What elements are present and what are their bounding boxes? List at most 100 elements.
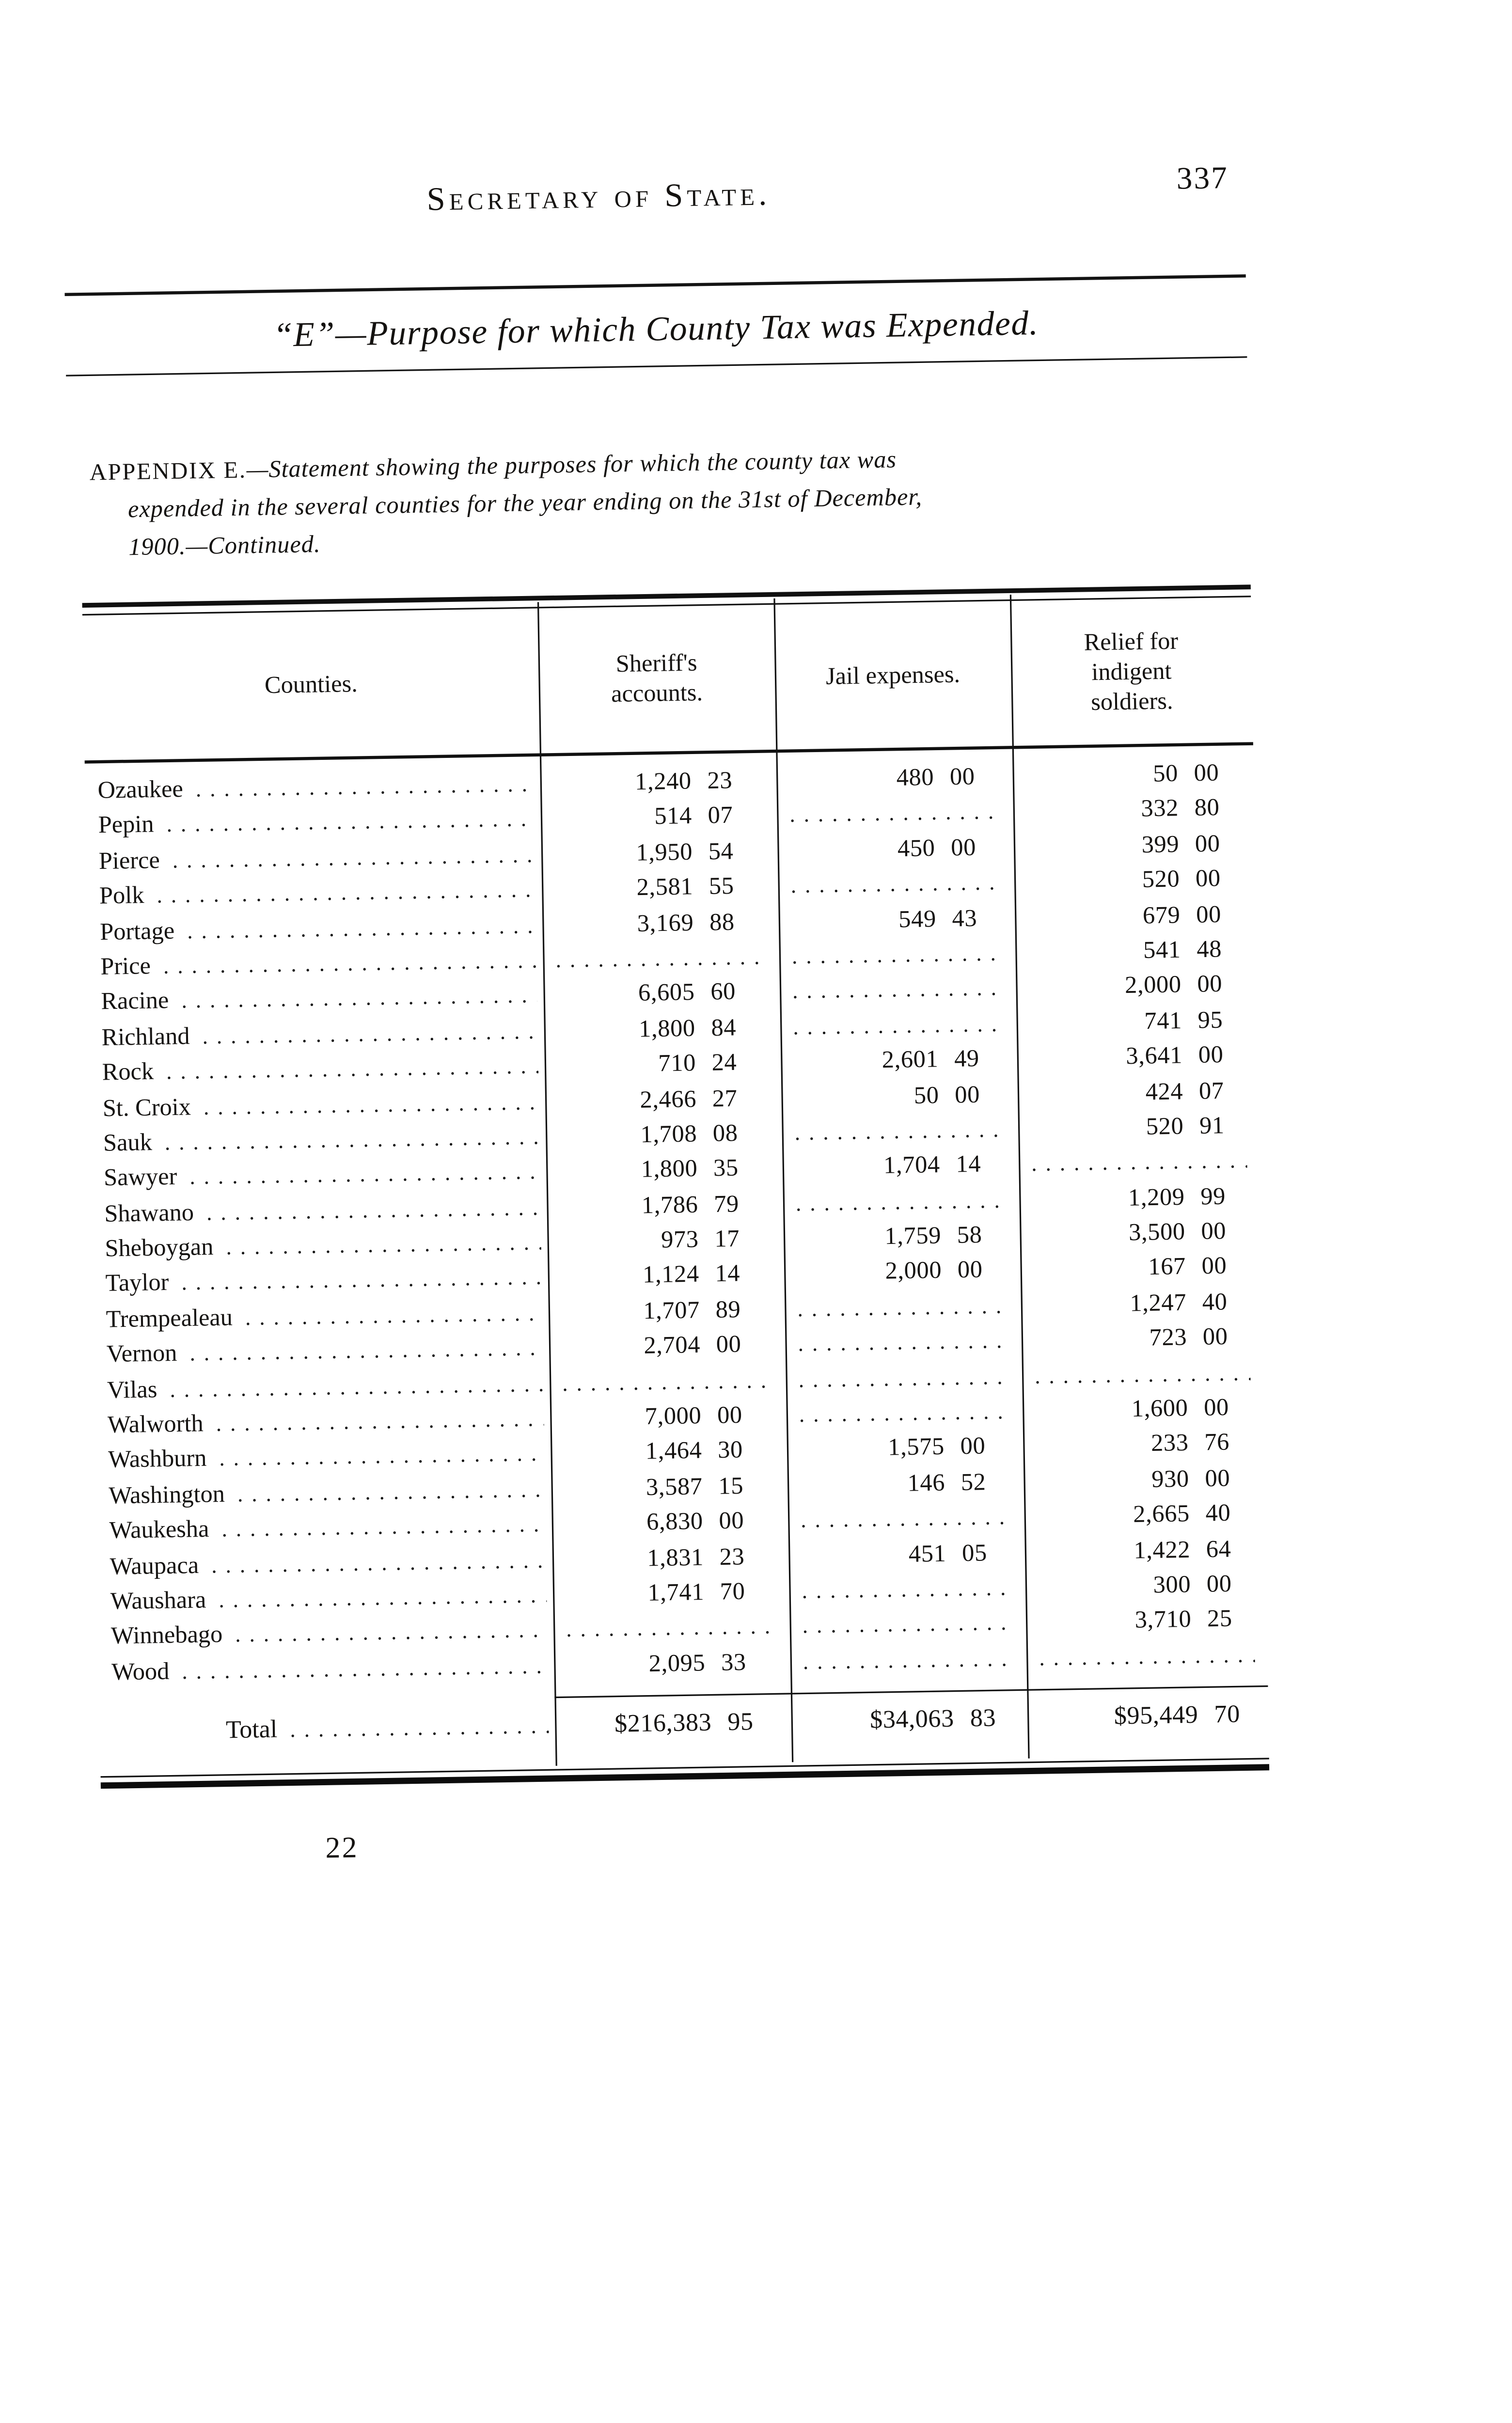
jail-expenses-cell bbox=[778, 869, 1014, 901]
county-name: Racine bbox=[101, 988, 169, 1016]
total-label-cell: Total bbox=[100, 1713, 555, 1748]
dot-leader bbox=[798, 1363, 1009, 1394]
dot-leader bbox=[237, 1476, 545, 1509]
dot-leader bbox=[219, 1582, 547, 1615]
dot-leader bbox=[794, 1116, 1006, 1148]
dot-leader bbox=[206, 1194, 541, 1227]
jail-expenses-cell bbox=[785, 1327, 1022, 1359]
appendix-text: —Statement showing the purposes for whic… bbox=[246, 447, 897, 484]
horizontal-rule bbox=[64, 274, 1246, 296]
sheriff-accounts-cell: 2,466 27 bbox=[640, 1085, 738, 1114]
county-name: Price bbox=[100, 953, 151, 981]
sheriff-accounts-cell: 1,786 79 bbox=[641, 1191, 740, 1219]
dot-leader bbox=[202, 1018, 538, 1051]
county-name: Waupaca bbox=[110, 1552, 199, 1580]
sheriff-accounts-cell: 1,800 35 bbox=[641, 1155, 739, 1184]
dot-leader bbox=[181, 1264, 542, 1298]
table-body: Ozaukee 1,240 23 480 00 50 00 Pepin 514 … bbox=[85, 745, 1268, 1695]
dot-leader bbox=[221, 1511, 546, 1544]
dot-leader bbox=[181, 982, 537, 1016]
total-sheriff-accounts: $216,383 95 bbox=[614, 1709, 754, 1739]
sheriff-accounts-cell: 7,000 00 bbox=[645, 1402, 743, 1431]
county-name: Sawyer bbox=[103, 1164, 177, 1193]
jail-expenses-cell bbox=[789, 1609, 1026, 1641]
relief-soldiers-cell: 1,422 64 bbox=[1134, 1535, 1231, 1564]
jail-expenses-cell: 549 43 bbox=[898, 905, 977, 933]
sheriff-accounts-cell: 3,587 15 bbox=[646, 1473, 744, 1501]
dot-leader bbox=[290, 1713, 549, 1745]
dot-leader bbox=[793, 1010, 1004, 1042]
county-tax-table: Counties. Sheriff's accounts. Jail expen… bbox=[82, 584, 1270, 1789]
relief-soldiers-cell: 2,665 40 bbox=[1133, 1500, 1231, 1529]
sheriff-accounts-cell: 1,464 30 bbox=[645, 1437, 743, 1466]
total-label: Total bbox=[225, 1716, 278, 1745]
county-name: Pierce bbox=[98, 847, 160, 875]
running-head: Secretary of State. 337 bbox=[63, 161, 1245, 227]
sheriff-accounts-cell: 1,950 54 bbox=[636, 838, 734, 866]
relief-soldiers-cell: 399 00 bbox=[1141, 830, 1221, 859]
jail-expenses-cell bbox=[786, 1363, 1022, 1395]
column-header-jail-expenses: Jail expenses. bbox=[825, 661, 961, 690]
appendix-label: APPENDIX E. bbox=[89, 458, 247, 487]
dot-leader bbox=[203, 1088, 539, 1121]
relief-soldiers-cell: 741 95 bbox=[1144, 1007, 1223, 1035]
dot-leader bbox=[219, 1441, 545, 1474]
sheriff-accounts-cell: 1,800 84 bbox=[638, 1014, 737, 1043]
dot-leader bbox=[1031, 1148, 1247, 1179]
total-relief-soldiers: $95,449 70 bbox=[1114, 1701, 1241, 1731]
jail-expenses-cell bbox=[779, 940, 1015, 972]
dot-leader bbox=[790, 869, 1002, 901]
relief-soldiers-cell bbox=[1019, 1147, 1260, 1179]
total-jail-expenses: $34,063 83 bbox=[869, 1705, 996, 1734]
county-name: Trempealeau bbox=[106, 1304, 233, 1334]
relief-soldiers-cell: 2,000 00 bbox=[1124, 971, 1223, 1000]
sheriff-accounts-cell: 973 17 bbox=[661, 1226, 740, 1254]
dot-leader bbox=[555, 944, 767, 975]
horizontal-rule bbox=[66, 356, 1247, 377]
county-name: Richland bbox=[101, 1023, 190, 1052]
sheriff-accounts-cell: 1,708 08 bbox=[640, 1120, 739, 1149]
county-name: Pepin bbox=[98, 812, 154, 840]
dot-leader bbox=[792, 975, 1004, 1007]
jail-expenses-cell: 1,759 58 bbox=[884, 1222, 982, 1251]
dot-leader bbox=[170, 1370, 544, 1404]
jail-expenses-cell bbox=[790, 1645, 1026, 1677]
jail-expenses-cell: 1,704 14 bbox=[883, 1151, 981, 1180]
relief-soldiers-cell: 930 00 bbox=[1151, 1465, 1230, 1494]
dot-leader bbox=[157, 877, 536, 911]
sheriff-accounts-cell: 2,704 00 bbox=[644, 1332, 741, 1360]
jail-expenses-cell bbox=[777, 799, 1013, 831]
county-name: Wood bbox=[111, 1658, 170, 1686]
county-name: Polk bbox=[99, 882, 144, 911]
dot-leader bbox=[801, 1504, 1012, 1535]
relief-soldiers-cell: 332 80 bbox=[1141, 795, 1220, 823]
dot-leader bbox=[791, 940, 1003, 971]
page-title: Secretary of State. bbox=[426, 174, 771, 218]
relief-soldiers-cell: 3,641 00 bbox=[1126, 1042, 1224, 1070]
county-name: Rock bbox=[102, 1058, 154, 1086]
jail-expenses-cell: 2,000 00 bbox=[885, 1257, 983, 1286]
jail-expenses-cell bbox=[785, 1292, 1021, 1324]
county-name: Vernon bbox=[106, 1340, 177, 1369]
relief-soldiers-cell: 1,600 00 bbox=[1131, 1394, 1229, 1423]
county-cell: Ozaukee bbox=[85, 771, 540, 806]
relief-soldiers-cell: 50 00 bbox=[1152, 760, 1219, 788]
relief-soldiers-cell: 1,247 40 bbox=[1130, 1289, 1228, 1317]
sheriff-accounts-cell bbox=[543, 943, 779, 975]
dot-leader bbox=[235, 1617, 548, 1651]
dot-leader bbox=[789, 799, 1001, 830]
county-name: Sauk bbox=[103, 1129, 153, 1157]
dot-leader bbox=[166, 1053, 539, 1087]
relief-soldiers-cell: 520 91 bbox=[1146, 1112, 1225, 1141]
column-header-relief-indigent-soldiers: Relief for indigent soldiers. bbox=[1084, 627, 1179, 716]
dot-leader bbox=[803, 1645, 1014, 1676]
jail-expenses-cell bbox=[789, 1574, 1025, 1606]
relief-soldiers-cell: 233 76 bbox=[1150, 1430, 1230, 1458]
sheriff-accounts-cell: 6,830 00 bbox=[646, 1508, 744, 1537]
relief-soldiers-cell bbox=[1022, 1359, 1263, 1391]
dot-leader bbox=[187, 912, 536, 945]
county-name: Sheboygan bbox=[105, 1234, 214, 1263]
jail-expenses-cell: 451 05 bbox=[908, 1539, 988, 1568]
dot-leader bbox=[802, 1610, 1013, 1641]
county-name: Waushara bbox=[110, 1587, 206, 1616]
